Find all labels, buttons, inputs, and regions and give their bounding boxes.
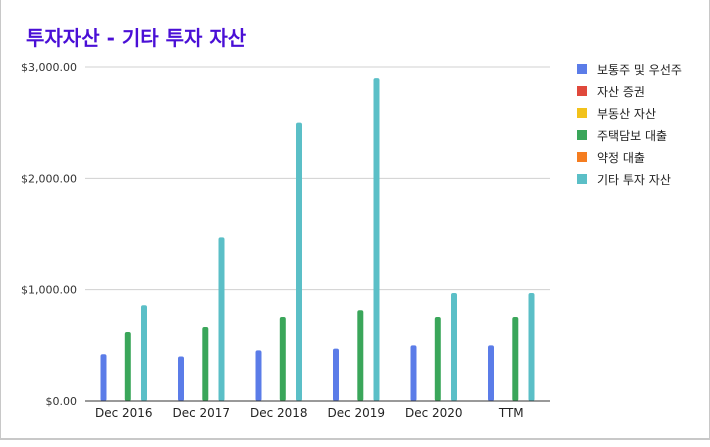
legend-label: 기타 투자 자산 <box>597 172 671 187</box>
legend-item[interactable]: 자산 증권 <box>577 80 682 102</box>
bar-3-5 <box>512 316 519 401</box>
bars <box>100 78 535 402</box>
legend-label: 약정 대출 <box>597 150 645 165</box>
legend-label: 부동산 자산 <box>597 106 657 121</box>
bar-5-2 <box>296 122 302 402</box>
bar-0-0 <box>100 354 107 401</box>
legend-swatch <box>577 108 587 118</box>
x-tick-label: TTM <box>498 406 524 420</box>
x-tick-label: Dec 2017 <box>172 406 230 420</box>
legend-swatch <box>577 64 587 74</box>
x-tick-label: Dec 2018 <box>250 406 308 420</box>
bar-5-5 <box>528 293 535 401</box>
legend-item[interactable]: 주택담보 대출 <box>577 124 682 146</box>
bar-0-1 <box>178 356 184 401</box>
y-tick-label: $3,000.00 <box>21 61 77 74</box>
bar-3-3 <box>357 310 364 401</box>
legend-label: 자산 증권 <box>597 84 645 99</box>
legend-swatch <box>577 130 587 140</box>
legend-item[interactable]: 기타 투자 자산 <box>577 168 682 190</box>
bar-5-3 <box>373 78 380 401</box>
bar-3-1 <box>202 326 209 401</box>
legend-item[interactable]: 보통주 및 우선주 <box>577 58 682 80</box>
bar-0-4 <box>410 345 417 401</box>
gridlines <box>85 66 550 291</box>
x-tick-label: Dec 2016 <box>95 406 153 420</box>
bar-3-2 <box>279 316 286 401</box>
y-tick-label: $0.00 <box>46 395 78 408</box>
bar-0-5 <box>488 345 494 401</box>
bar-0-2 <box>255 350 262 401</box>
y-tick-label: $2,000.00 <box>21 172 77 185</box>
x-tick-label: Dec 2020 <box>405 406 463 420</box>
bar-0-3 <box>333 348 339 401</box>
axes: $0.00 $1,000.00 $2,000.00 $3,000.00 Dec 2016… <box>21 61 550 420</box>
bar-3-0 <box>124 331 131 401</box>
x-tick-label: Dec 2019 <box>327 406 385 420</box>
bar-5-0 <box>141 305 147 401</box>
bar-3-4 <box>434 316 441 401</box>
legend-swatch <box>577 152 587 162</box>
y-tick-label: $1,000.00 <box>21 284 77 297</box>
legend-label: 보통주 및 우선주 <box>597 62 682 77</box>
legend-swatch <box>577 86 587 96</box>
chart-title: 투자자산 - 기타 투자 자산 <box>26 26 247 50</box>
legend-swatch <box>577 174 587 184</box>
bar-5-4 <box>451 293 457 401</box>
legend-item[interactable]: 약정 대출 <box>577 146 682 168</box>
legend-item[interactable]: 부동산 자산 <box>577 102 682 124</box>
bar-5-1 <box>218 237 225 401</box>
legend-label: 주택담보 대출 <box>597 128 668 143</box>
bottom-strip <box>0 439 710 447</box>
